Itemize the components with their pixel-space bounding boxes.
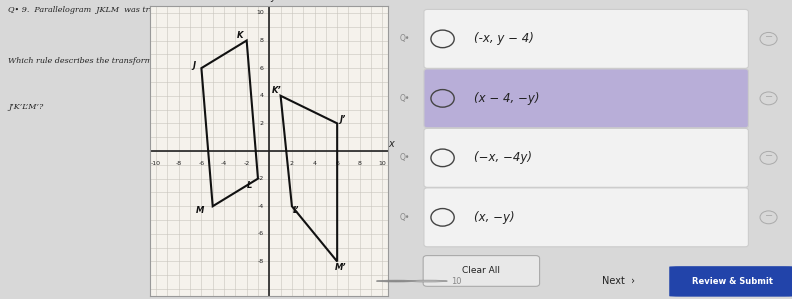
Text: Q• 9.  Parallelogram  JKLM  was transformed to form parallelogram  J’K’L’M’.: Q• 9. Parallelogram JKLM was transformed…: [8, 6, 323, 14]
Text: x: x: [388, 139, 394, 149]
Text: (x − 4, −y): (x − 4, −y): [474, 92, 539, 105]
Text: (-x, y − 4): (-x, y − 4): [474, 32, 534, 45]
Text: 8: 8: [358, 161, 362, 166]
Text: Q•: Q•: [400, 213, 410, 222]
Text: −: −: [764, 211, 773, 221]
Text: M’: M’: [335, 263, 346, 272]
Text: 2: 2: [260, 121, 264, 126]
Text: M: M: [196, 206, 204, 215]
Text: 2: 2: [290, 161, 294, 166]
Text: Which rule describes the transformation that was used to form parallelogram: Which rule describes the transformation …: [8, 57, 323, 65]
Text: K’: K’: [272, 86, 281, 95]
Circle shape: [376, 280, 416, 282]
Text: (−x, −4y): (−x, −4y): [474, 151, 531, 164]
Text: −: −: [764, 151, 773, 161]
FancyBboxPatch shape: [424, 188, 748, 247]
Text: 6: 6: [335, 161, 339, 166]
Text: -4: -4: [221, 161, 227, 166]
Text: J’K’L’M’?: J’K’L’M’?: [8, 103, 44, 111]
Text: Review & Submit: Review & Submit: [692, 277, 773, 286]
FancyBboxPatch shape: [424, 128, 748, 187]
Text: Clear All: Clear All: [463, 266, 501, 275]
Text: -6: -6: [198, 161, 204, 166]
Text: -8: -8: [176, 161, 182, 166]
Text: y: y: [270, 0, 276, 2]
Text: 8: 8: [260, 38, 264, 43]
Text: Q•: Q•: [400, 34, 410, 43]
Text: Next  ›: Next ›: [602, 276, 635, 286]
Text: L: L: [246, 181, 252, 190]
Text: Q•: Q•: [400, 153, 410, 162]
Text: L’: L’: [293, 206, 299, 215]
Text: 6: 6: [260, 65, 264, 71]
FancyBboxPatch shape: [669, 266, 792, 297]
Text: -4: -4: [257, 204, 264, 209]
FancyBboxPatch shape: [424, 69, 748, 128]
Text: J’: J’: [340, 115, 345, 124]
Text: (x, −y): (x, −y): [474, 211, 514, 224]
Text: −: −: [764, 32, 773, 42]
Text: K: K: [237, 31, 243, 40]
FancyBboxPatch shape: [424, 10, 748, 68]
Text: 10: 10: [379, 161, 386, 166]
Text: -10: -10: [151, 161, 161, 166]
Text: Q•: Q•: [400, 94, 410, 103]
Text: 4: 4: [260, 93, 264, 98]
Text: −: −: [764, 92, 773, 102]
Circle shape: [408, 280, 447, 282]
Text: -2: -2: [257, 176, 264, 181]
Text: J: J: [192, 61, 196, 70]
FancyBboxPatch shape: [423, 256, 539, 286]
Text: -2: -2: [243, 161, 249, 166]
Text: -8: -8: [257, 259, 264, 264]
Text: 10: 10: [256, 10, 264, 15]
Text: -6: -6: [257, 231, 264, 237]
Text: 4: 4: [313, 161, 317, 166]
Text: 10: 10: [451, 277, 462, 286]
